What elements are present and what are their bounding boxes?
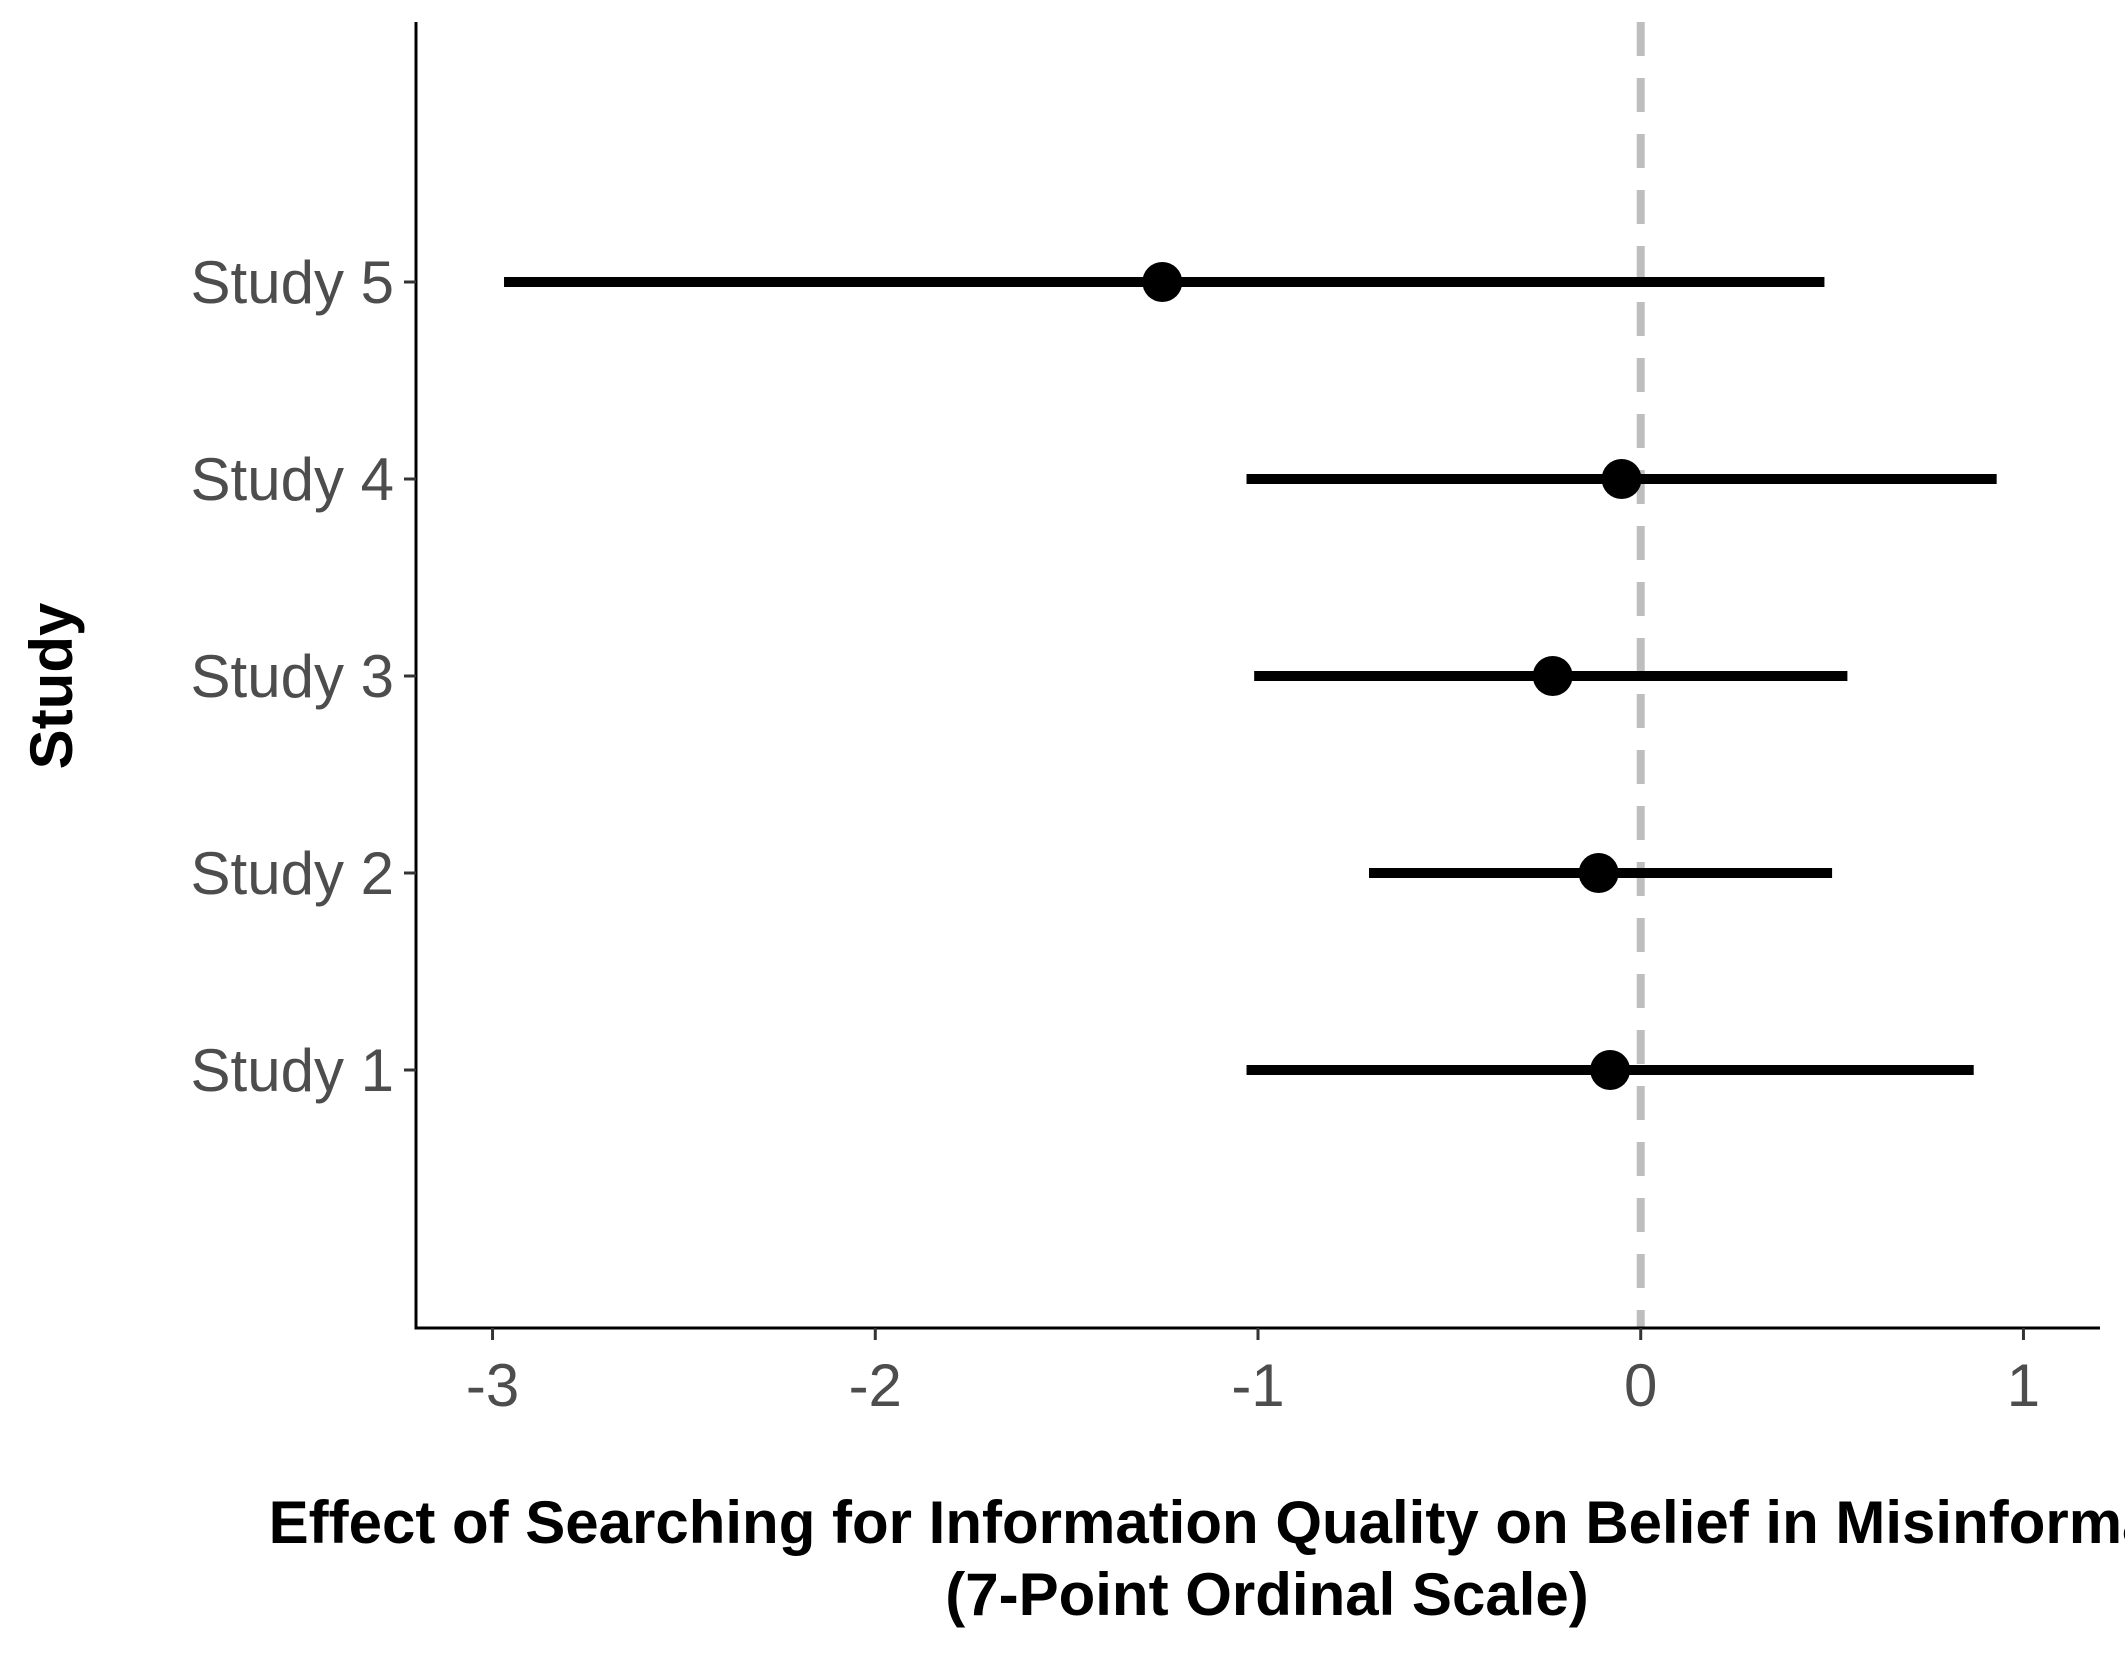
point-study-5 bbox=[1142, 262, 1183, 302]
point-study-1 bbox=[1590, 1050, 1631, 1090]
x-tick-label-2: -1 bbox=[1231, 1352, 1284, 1419]
axis-layer: Study 5 Study 4 Study 3 Study 2 Study 1 -3 -2 -… bbox=[191, 22, 2100, 1419]
x-tick-label-3: 0 bbox=[1624, 1352, 1657, 1419]
estimate-layer bbox=[504, 262, 1997, 1090]
x-tick-label-1: -2 bbox=[849, 1352, 902, 1419]
x-axis-title-line-2: (7-Point Ordinal Scale) bbox=[945, 1561, 1588, 1628]
point-study-2 bbox=[1578, 853, 1619, 893]
y-tick-label-study-1: Study 1 bbox=[191, 1037, 394, 1104]
y-tick-label-study-5: Study 5 bbox=[191, 249, 394, 316]
y-tick-label-study-2: Study 2 bbox=[191, 840, 394, 907]
y-axis-title: Study bbox=[18, 602, 85, 769]
x-axis-title-line-1: Effect of Searching for Information Qual… bbox=[269, 1489, 2125, 1556]
x-tick-label-0: -3 bbox=[466, 1352, 519, 1419]
y-tick-label-study-4: Study 4 bbox=[191, 446, 394, 513]
x-tick-label-4: 1 bbox=[2007, 1352, 2040, 1419]
point-study-3 bbox=[1532, 656, 1573, 696]
y-tick-label-study-3: Study 3 bbox=[191, 643, 394, 710]
point-study-4 bbox=[1601, 459, 1642, 499]
